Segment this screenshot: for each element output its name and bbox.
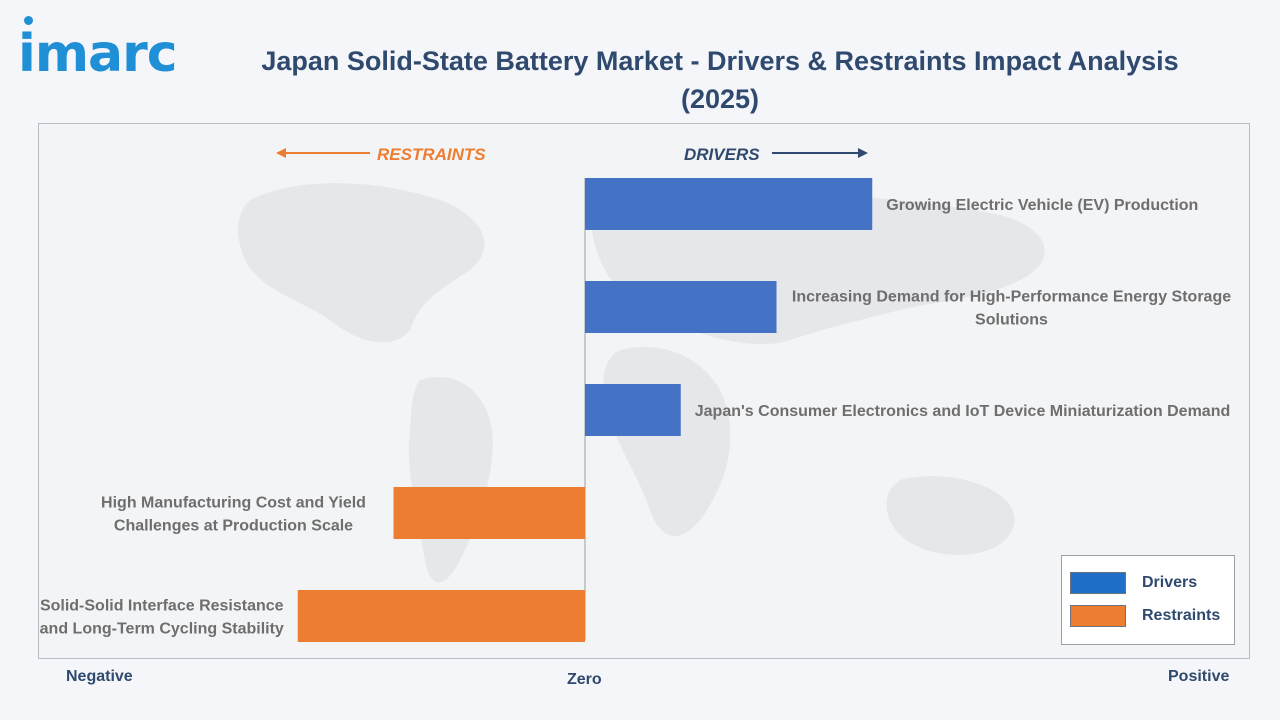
category-label-2: Japan's Consumer Electronics and IoT Dev… — [695, 403, 1230, 420]
category-label-1: Increasing Demand for High-Performance E… — [792, 289, 1231, 329]
world-map-watermark — [238, 183, 1045, 583]
category-label-line: High Manufacturing Cost and Yield — [101, 495, 366, 512]
legend-label-drivers: Drivers — [1142, 574, 1198, 591]
category-label-line: Growing Electric Vehicle (EV) Production — [886, 197, 1198, 214]
category-label-0: Growing Electric Vehicle (EV) Production — [886, 197, 1198, 214]
category-label-line: Challenges at Production Scale — [114, 518, 353, 535]
bar-restraints-3 — [393, 487, 585, 539]
legend-swatch-drivers — [1070, 572, 1126, 594]
drivers-arrowhead — [858, 148, 868, 158]
category-label-4: Solid-Solid Interface Resistance and Long… — [40, 598, 284, 638]
legend-item-drivers: Drivers — [1070, 571, 1197, 595]
restraints-arrowhead — [276, 148, 286, 158]
legend: Drivers Restraints — [1061, 555, 1235, 645]
bar-drivers-2 — [585, 384, 681, 436]
legend-label-restraints: Restraints — [1142, 607, 1221, 624]
category-label-3: High Manufacturing Cost and Yield Challen… — [101, 495, 366, 535]
chart-title: Japan Solid-State Battery Market - Drive… — [261, 46, 1179, 114]
restraints-direction-label: RESTRAINTS — [377, 145, 486, 164]
bar-drivers-0 — [585, 178, 873, 230]
bar-drivers-1 — [585, 281, 777, 333]
legend-item-restraints: Restraints — [1070, 604, 1220, 628]
legend-swatch-restraints — [1070, 605, 1126, 627]
category-label-line: Increasing Demand for High-Performance E… — [792, 289, 1231, 306]
category-label-line: Solutions — [975, 312, 1048, 329]
category-label-line: Solid-Solid Interface Resistance — [40, 598, 284, 615]
category-label-line: Japan's Consumer Electronics and IoT Dev… — [695, 403, 1230, 420]
drivers-direction-label: DRIVERS — [684, 145, 760, 164]
imarc-logo: imarc — [18, 24, 178, 84]
bar-restraints-4 — [297, 590, 585, 642]
category-label-line: and Long-Term Cycling Stability — [40, 621, 284, 638]
axis-label-positive: Positive — [1168, 668, 1230, 685]
axis-label-zero: Zero — [567, 671, 602, 688]
axis-label-negative: Negative — [66, 668, 133, 685]
logo-dot — [24, 16, 33, 25]
